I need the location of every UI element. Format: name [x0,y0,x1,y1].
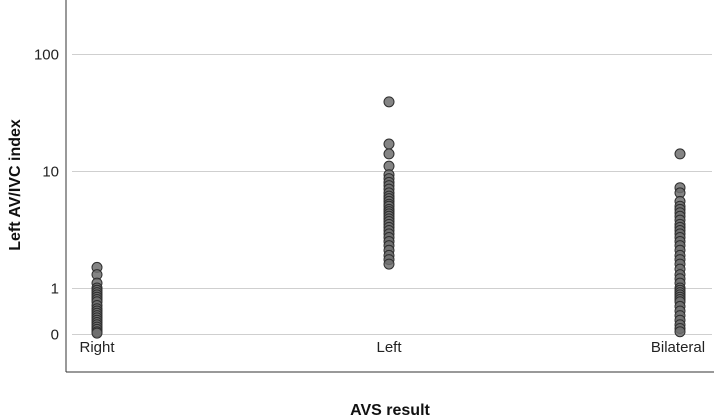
x-category-label: Left [376,339,402,356]
y-tick-label: 100 [34,47,59,64]
data-point [674,148,686,160]
y-axis-title: Left AV/IVC index [7,119,24,251]
data-point [383,96,395,108]
x-category-labels: Right Left Bilateral [79,339,705,356]
y-tick-label: 0 [51,327,59,344]
y-tick-label: 10 [42,164,59,181]
data-point [674,326,686,338]
data-points [91,96,686,339]
data-point [383,138,395,150]
x-axis-title: AVS result [350,402,430,419]
y-tick-labels: 0 1 10 100 [34,47,59,344]
data-point [91,327,103,339]
data-point [383,148,395,160]
data-point [383,258,395,270]
x-category-label: Right [79,339,115,356]
y-tick-label: 1 [51,281,59,298]
x-category-label: Bilateral [651,339,705,356]
